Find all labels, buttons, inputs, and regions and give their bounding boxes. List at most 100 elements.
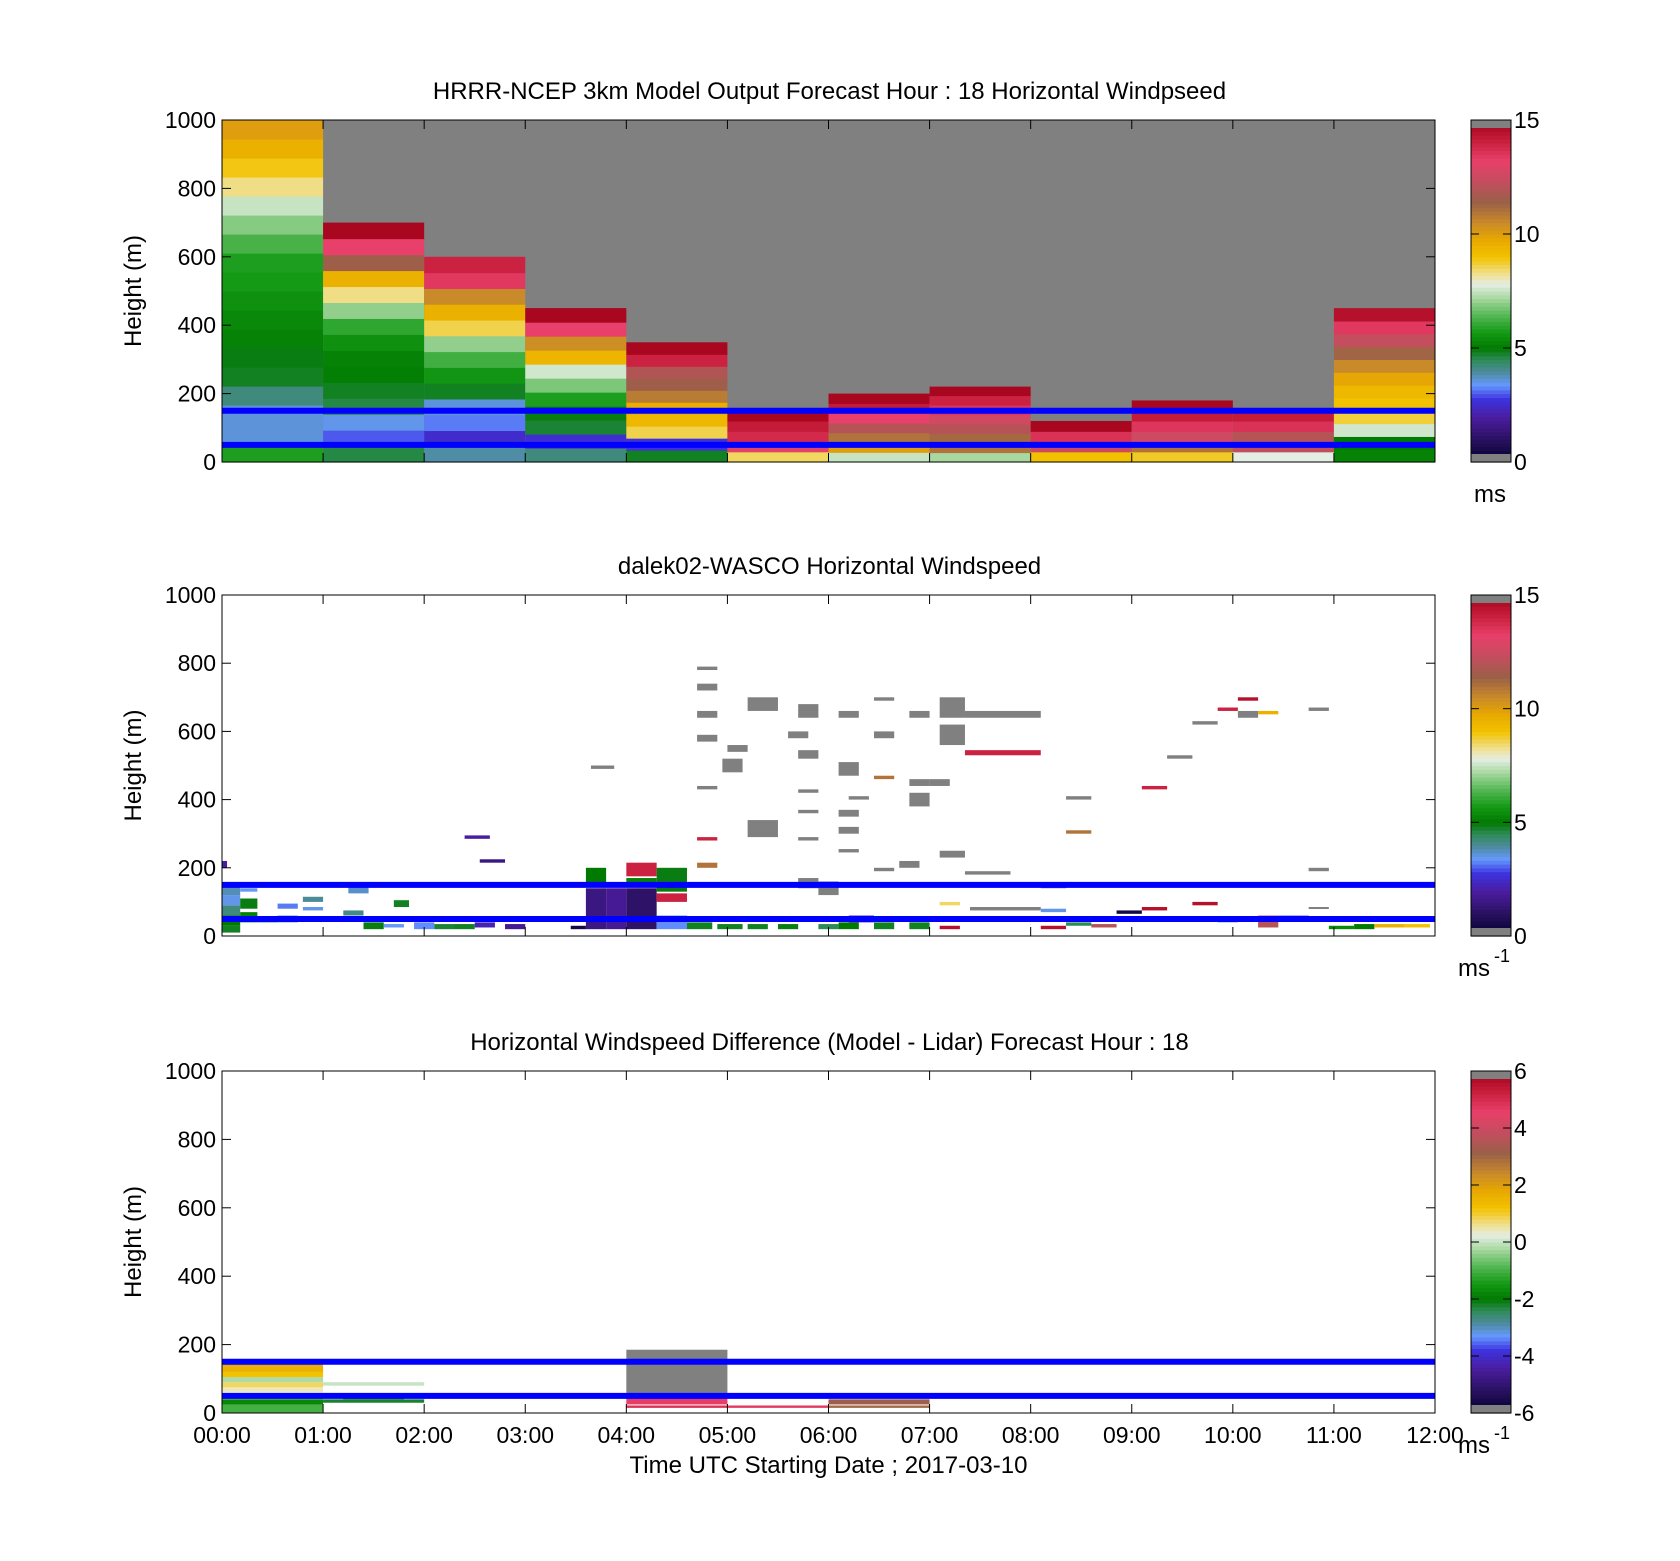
colorbar-segment	[1471, 701, 1511, 706]
heatmap-cell	[240, 898, 258, 909]
colorbar-segment	[1471, 1173, 1511, 1178]
heatmap-cell	[828, 432, 930, 444]
colorbar-tick-label: 5	[1514, 335, 1527, 361]
colorbar-segment	[1471, 256, 1511, 262]
heatmap-cell	[1030, 431, 1132, 443]
heatmap-cell	[1333, 423, 1435, 437]
colorbar-segment	[1471, 196, 1511, 201]
colorbar-segment	[1471, 776, 1511, 782]
colorbar-segment	[1471, 1348, 1511, 1353]
colorbar-segment	[1471, 765, 1511, 770]
colorbar-segment	[1471, 1207, 1511, 1213]
heatmap-cell	[222, 925, 241, 933]
heatmap-cell	[464, 835, 490, 839]
colorbar-segment	[1471, 1378, 1511, 1384]
colorbar-segment	[1471, 780, 1511, 786]
colorbar-segment	[1471, 1264, 1511, 1270]
colorbar-segment	[1471, 720, 1511, 725]
colorbar-segment	[1471, 913, 1511, 918]
colorbar-tick-label: 0	[1514, 449, 1527, 475]
colorbar-segment	[1471, 1219, 1511, 1224]
heatmap-cell	[828, 393, 930, 404]
colorbar-segment	[1471, 1105, 1511, 1110]
heatmap-cell	[848, 796, 869, 800]
heatmap-cell	[1141, 907, 1168, 911]
x-tick-label: 00:00	[193, 1422, 251, 1448]
heatmap-cell	[717, 924, 743, 930]
y-tick-label: 1000	[165, 582, 216, 608]
heatmap-cell	[606, 888, 627, 930]
y-axis-label: Height (m)	[120, 709, 147, 821]
heatmap-cell	[222, 120, 324, 140]
heatmap-cell	[590, 765, 615, 769]
colorbar-segment	[1471, 845, 1511, 850]
heatmap-cell	[222, 1371, 324, 1378]
colorbar-tick-label: 4	[1514, 1115, 1527, 1141]
colorbar-segment	[1471, 184, 1511, 189]
colorbar-segment	[1471, 727, 1511, 732]
colorbar-segment	[1471, 1287, 1511, 1292]
heatmap-cell	[424, 288, 526, 305]
colorbar-segment	[1471, 1131, 1511, 1137]
colorbar-segment	[1471, 127, 1511, 132]
heatmap-cell	[788, 731, 809, 739]
colorbar-segment	[1471, 325, 1511, 330]
heatmap-cell	[323, 270, 425, 288]
heatmap-cell	[828, 422, 930, 434]
heatmap-cell	[747, 924, 768, 930]
colorbar-segment	[1471, 663, 1511, 668]
colorbar-segment	[1471, 1382, 1511, 1387]
colorbar-segment	[1471, 1249, 1511, 1254]
colorbar-segment	[1471, 909, 1511, 914]
colorbar-segment	[1471, 435, 1511, 440]
colorbar-segment	[1471, 253, 1511, 258]
colorbar-segment	[1471, 651, 1511, 657]
heatmap-cell	[222, 158, 324, 178]
colorbar-segment	[1471, 1078, 1511, 1083]
colorbar-cap	[1471, 1071, 1511, 1079]
heatmap-cell	[323, 382, 425, 399]
colorbar-segment	[1471, 1230, 1511, 1235]
heatmap-cell	[222, 272, 324, 292]
colorbar-tick-label: -4	[1514, 1343, 1535, 1369]
panel-3: 0 200 400 600 800 1000 00:00 01:00 02:00 03:00 04:…	[120, 1029, 1535, 1479]
heatmap-cell	[424, 272, 526, 289]
x-tick-label: 12:00	[1406, 1422, 1464, 1448]
colorbar-segment	[1471, 1401, 1511, 1406]
colorbar-tick-label: 2	[1514, 1172, 1527, 1198]
colorbar-segment	[1471, 1154, 1511, 1159]
colorbar-segment	[1471, 332, 1511, 338]
colorbar-segment	[1471, 382, 1511, 387]
colorbar-segment	[1471, 386, 1511, 391]
colorbar-segment	[1471, 165, 1511, 170]
colorbar-segment	[1471, 1397, 1511, 1403]
heatmap-cell	[424, 446, 526, 463]
heatmap-cell	[899, 860, 920, 868]
heatmap-cell	[525, 378, 627, 393]
colorbar-segment	[1471, 750, 1511, 755]
colorbar: 0 5 10 15 ms -1	[1458, 582, 1540, 982]
heatmap-cell	[323, 1382, 425, 1386]
colorbar-segment	[1471, 412, 1511, 417]
colorbar-segment	[1471, 792, 1511, 797]
colorbar-segment	[1471, 621, 1511, 626]
colorbar-segment	[1471, 192, 1511, 197]
heatmap-cell	[970, 907, 1041, 911]
heatmap-cell	[939, 724, 965, 746]
heatmap-cell	[323, 1399, 425, 1403]
heatmap-cell	[747, 820, 778, 838]
heatmap-cell	[697, 666, 718, 671]
heatmap-cell	[1354, 924, 1375, 930]
heatmap-cell	[414, 922, 435, 930]
colorbar-segment	[1471, 1302, 1511, 1308]
x-tick-label: 06:00	[800, 1422, 858, 1448]
y-tick-label: 200	[178, 381, 216, 407]
colorbar-segment	[1471, 640, 1511, 645]
colorbar-segment	[1471, 1337, 1511, 1342]
heatmap-cell	[1237, 710, 1259, 718]
colorbar-segment	[1471, 188, 1511, 193]
colorbar-segment	[1471, 685, 1511, 691]
heatmap-cell	[222, 139, 324, 159]
colorbar-segment	[1471, 674, 1511, 679]
colorbar-segment	[1471, 678, 1511, 683]
